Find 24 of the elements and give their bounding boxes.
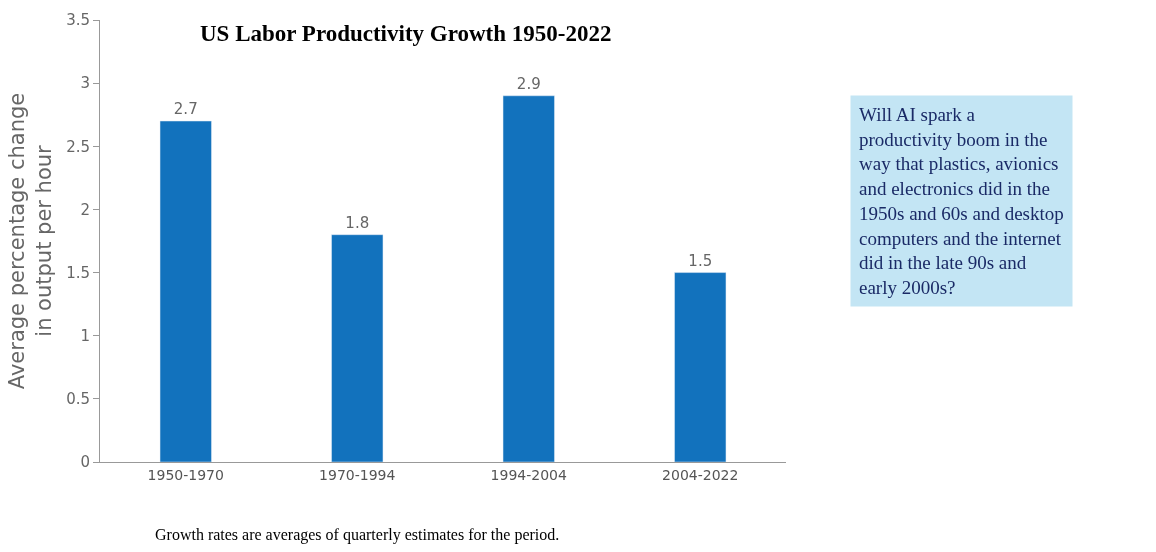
y-tick-label: 1.5 xyxy=(66,263,90,282)
y-tick-label: 0.5 xyxy=(66,390,90,409)
x-tick-label: 2004-2022 xyxy=(662,466,739,483)
data-label: 1.8 xyxy=(345,213,370,232)
y-axis-title: Average percentage change in output per hour xyxy=(4,92,57,390)
text: Will AI spark a productivity boom in the way that plastics, avionics and electronics did in the 1950s and 60s and desktop computers and the internet did in the late 90s and early 2000s? xyxy=(859,104,1064,298)
bar xyxy=(159,120,212,462)
data-label: 2.7 xyxy=(173,100,198,119)
x-tick-label: 1970-1994 xyxy=(319,466,396,483)
bar xyxy=(674,272,727,462)
chart-title: US Labor Productivity Growth 1950-2022 xyxy=(200,20,612,46)
y-tick-label: 3.5 xyxy=(66,11,90,30)
x-tick-label: 1994-2004 xyxy=(490,466,567,483)
y-tick-label: 2.5 xyxy=(66,137,90,156)
y-tick-label: 2 xyxy=(80,200,90,219)
y-tick-label: 0 xyxy=(80,453,90,472)
bar xyxy=(502,95,555,462)
data-label: 1.5 xyxy=(688,251,713,270)
text: Growth rates are averages of quarterly estimates for the period. xyxy=(155,526,560,544)
y-tick-label: 1 xyxy=(80,326,90,345)
bar xyxy=(331,234,384,462)
data-label: 2.9 xyxy=(516,74,541,93)
x-tick-label: 1950-1970 xyxy=(147,466,224,483)
y-tick-label: 3 xyxy=(80,74,90,93)
